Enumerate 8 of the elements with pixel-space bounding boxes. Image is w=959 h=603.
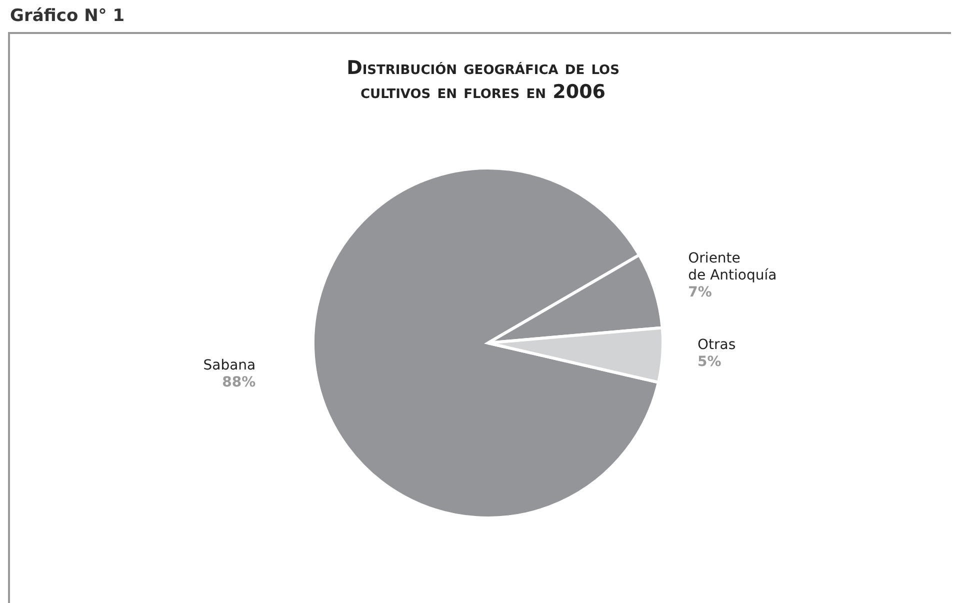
- slice-label: Oriente de Antioquía: [688, 250, 777, 284]
- data-label: 7%: [688, 284, 712, 300]
- chart-title: Distribución geográfica de los cultivos en flores en 2006: [346, 56, 620, 104]
- text: Gráfico N° 1: [10, 6, 125, 26]
- data-label: 88%: [222, 374, 256, 391]
- data-label: 5%: [697, 354, 722, 370]
- slice-label: Sabana: [203, 358, 256, 374]
- slice-label: Otras: [697, 337, 736, 354]
